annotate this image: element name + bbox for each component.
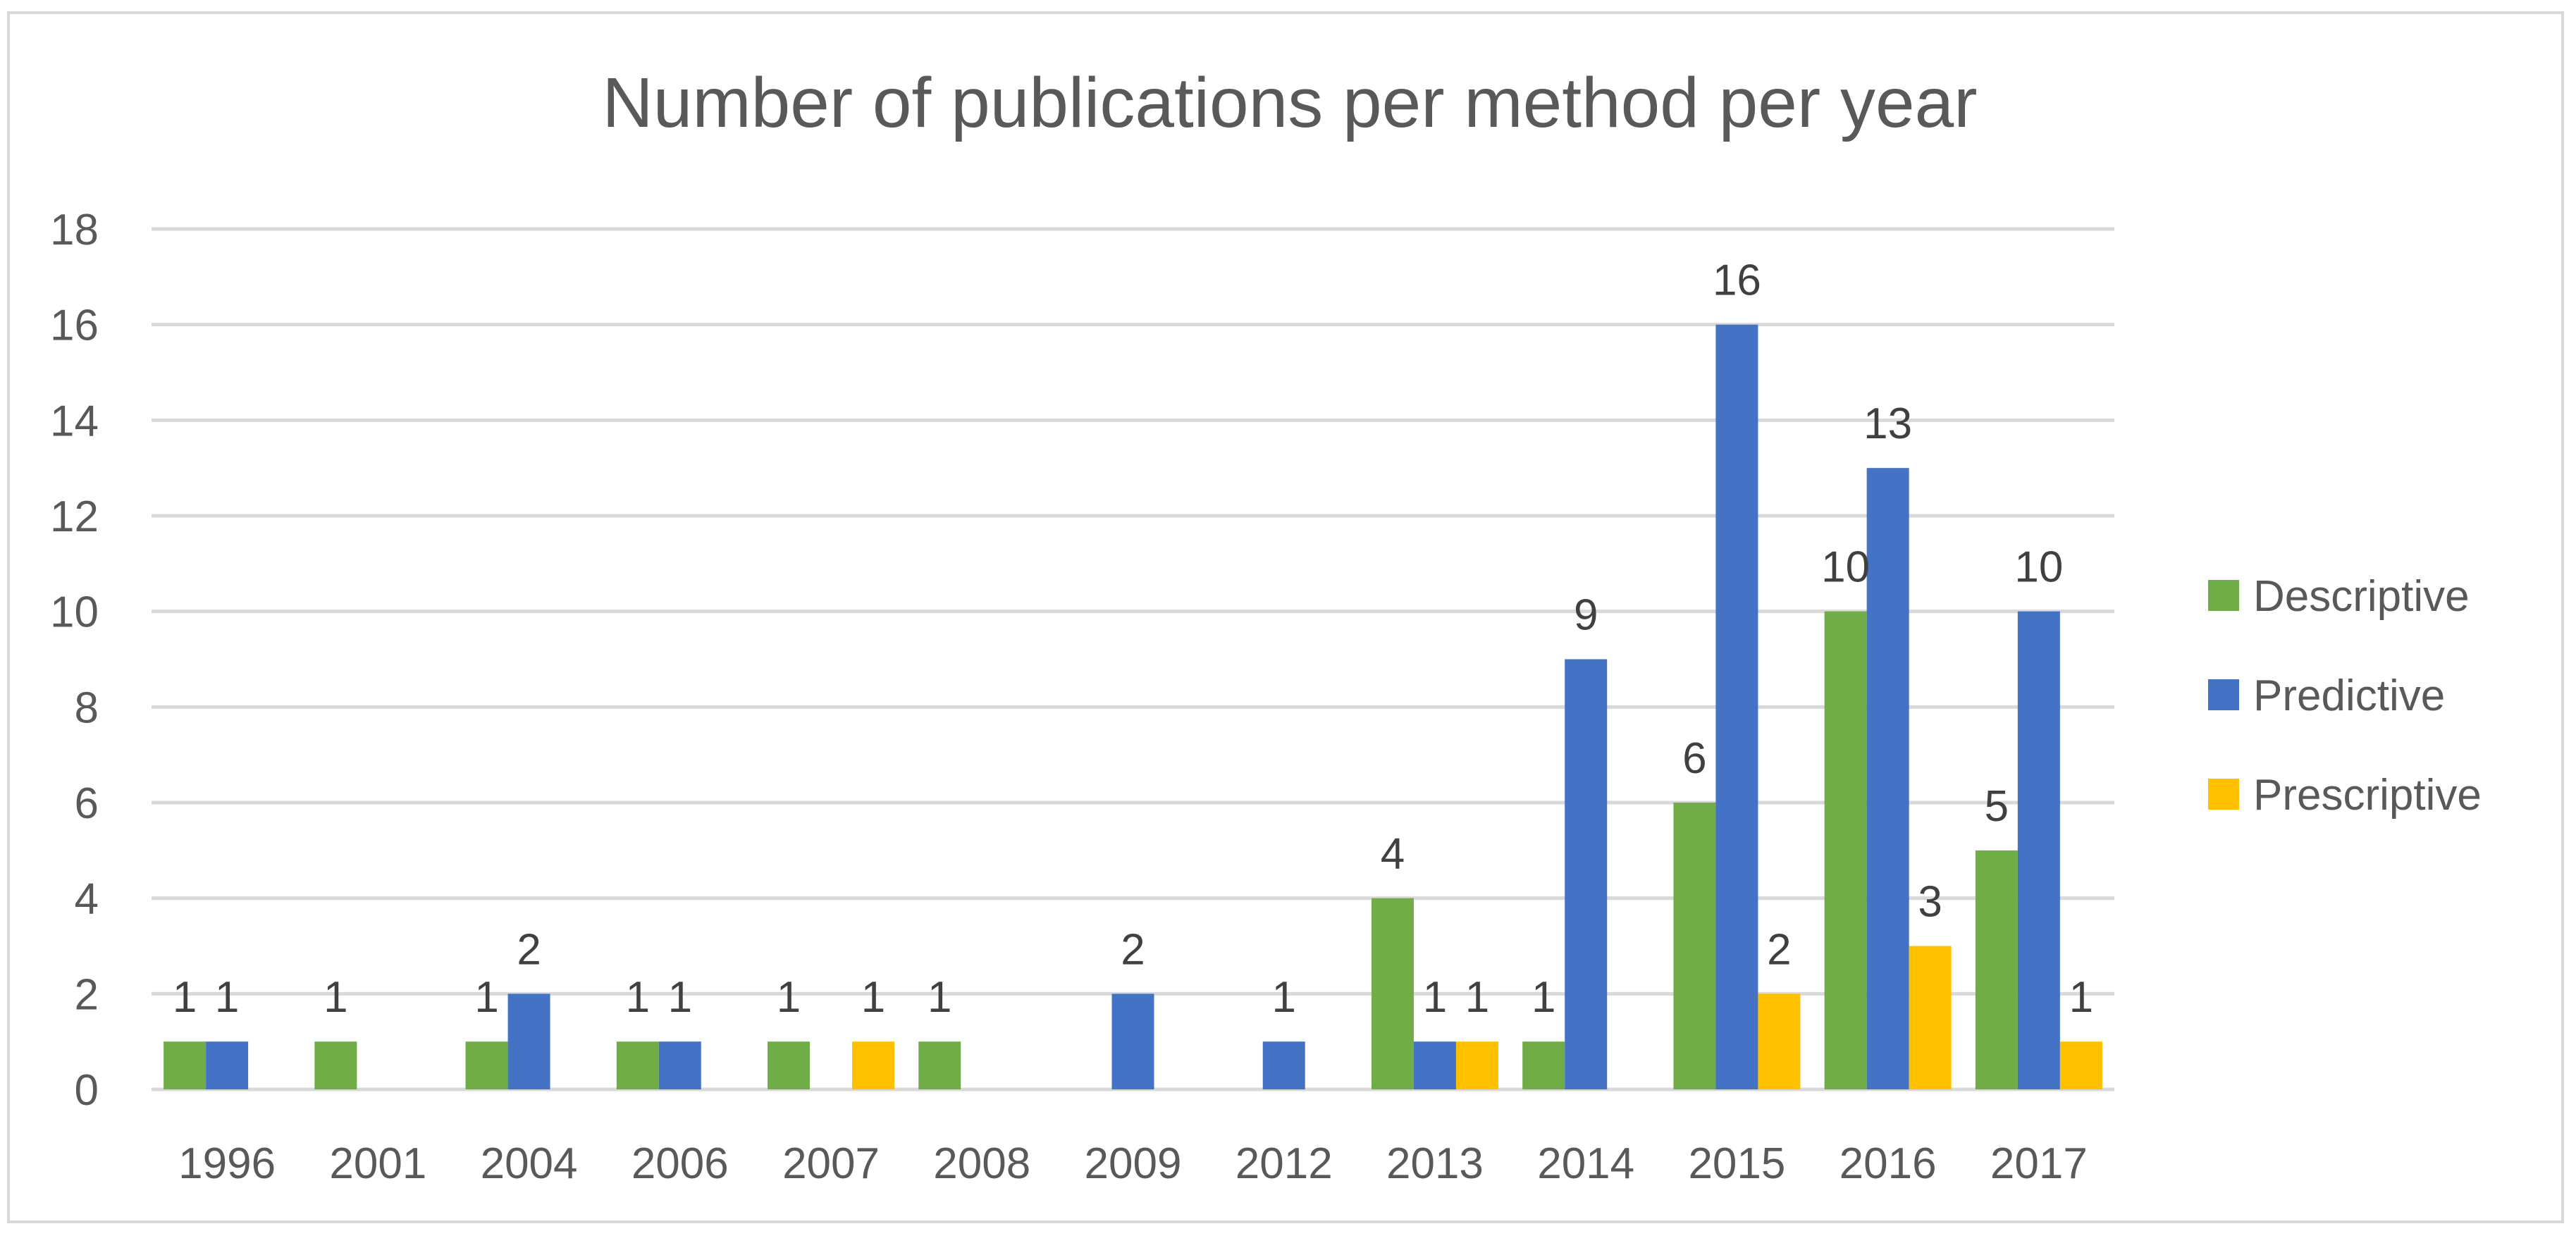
- x-tick-label: 2009: [1085, 1139, 1182, 1188]
- bar-predictive-2009: [1111, 994, 1154, 1089]
- y-tick-label: 10: [50, 588, 99, 637]
- y-tick-label: 12: [50, 493, 99, 541]
- x-tick-label: 2013: [1386, 1139, 1484, 1188]
- y-tick-label: 14: [50, 397, 99, 445]
- bar-descriptive-1996: [164, 1041, 207, 1089]
- y-axis-ticks: 0 2 4 6 8 10 12 14 16 18: [50, 206, 99, 1115]
- chart-frame: [7, 11, 2564, 1223]
- data-label: 1: [668, 973, 692, 1022]
- data-label: 3: [1918, 878, 1942, 927]
- data-label: 5: [1985, 782, 2009, 831]
- data-label: 1: [173, 973, 197, 1022]
- y-tick-label: 4: [75, 875, 99, 924]
- bar-prescriptive-2007: [852, 1041, 895, 1089]
- data-label: 13: [1863, 400, 1912, 448]
- legend-swatch-prescriptive: [2208, 779, 2239, 810]
- data-label: 1: [474, 973, 498, 1022]
- x-tick-label: 2001: [329, 1139, 426, 1188]
- chart-title: Number of publications per method per ye…: [602, 63, 1977, 142]
- bar-descriptive-2015: [1673, 803, 1716, 1089]
- bar-predictive-2015: [1715, 324, 1758, 1090]
- bar-descriptive-2016: [1824, 611, 1867, 1089]
- data-label: 2: [1121, 925, 1145, 974]
- data-label: 2: [517, 925, 541, 974]
- bar-descriptive-2007: [768, 1041, 811, 1089]
- bar-predictive-2016: [1866, 468, 1909, 1089]
- bar-descriptive-2006: [616, 1041, 659, 1089]
- legend: Descriptive Predictive Prescriptive: [2208, 572, 2482, 820]
- y-tick-label: 16: [50, 302, 99, 350]
- legend-label-predictive: Predictive: [2253, 672, 2445, 720]
- x-tick-label: 1996: [178, 1139, 276, 1188]
- bar-descriptive-2001: [314, 1041, 357, 1089]
- bar-descriptive-2013: [1371, 898, 1414, 1089]
- bar-predictive-2017: [2017, 611, 2060, 1089]
- bar-descriptive-2014: [1522, 1041, 1565, 1089]
- y-tick-label: 18: [50, 206, 99, 254]
- bar-prescriptive-2015: [1758, 994, 1801, 1089]
- bar-predictive-1996: [206, 1041, 249, 1089]
- bar-predictive-2004: [507, 994, 550, 1089]
- bar-predictive-2013: [1413, 1041, 1456, 1089]
- x-tick-label: 2016: [1839, 1139, 1937, 1188]
- x-tick-label: 2004: [481, 1139, 578, 1188]
- legend-swatch-descriptive: [2208, 580, 2239, 611]
- x-tick-label: 2007: [782, 1139, 880, 1188]
- x-tick-label: 2006: [631, 1139, 729, 1188]
- data-label: 4: [1381, 830, 1405, 879]
- x-tick-label: 2008: [933, 1139, 1030, 1188]
- data-label: 2: [1767, 925, 1791, 974]
- y-tick-label: 8: [75, 684, 99, 732]
- data-label: 9: [1574, 591, 1598, 640]
- data-label: 6: [1682, 734, 1706, 783]
- legend-label-descriptive: Descriptive: [2253, 572, 2470, 621]
- data-label: 1: [1271, 973, 1295, 1022]
- y-tick-label: 0: [75, 1066, 99, 1115]
- data-label: 1: [1532, 973, 1555, 1022]
- data-label: 1: [215, 973, 239, 1022]
- x-axis-ticks: 1996 2001 2004 2006 2007 2008 2009 2012 2013 2014…: [178, 1139, 2088, 1188]
- data-label: 1: [861, 973, 885, 1022]
- data-label: 16: [1713, 256, 1761, 305]
- bar-descriptive-2004: [465, 1041, 508, 1089]
- x-tick-label: 2017: [1990, 1139, 2088, 1188]
- legend-swatch-predictive: [2208, 679, 2239, 710]
- y-tick-label: 2: [75, 970, 99, 1019]
- bar-predictive-2006: [658, 1041, 701, 1089]
- bar-prescriptive-2017: [2059, 1041, 2102, 1089]
- data-label: 10: [1821, 543, 1870, 592]
- x-tick-label: 2012: [1235, 1139, 1333, 1188]
- legend-label-prescriptive: Prescriptive: [2253, 771, 2482, 820]
- x-tick-label: 2014: [1537, 1139, 1634, 1188]
- y-tick-label: 6: [75, 779, 99, 828]
- bar-predictive-2014: [1565, 659, 1608, 1089]
- bar-descriptive-2017: [1975, 850, 2018, 1089]
- bar-prescriptive-2013: [1455, 1041, 1498, 1089]
- data-label: 1: [323, 973, 347, 1022]
- bar-descriptive-2008: [918, 1041, 961, 1089]
- data-label: 1: [1465, 973, 1489, 1022]
- data-label: 10: [2014, 543, 2063, 592]
- data-label: 1: [2069, 973, 2093, 1022]
- bar-prescriptive-2016: [1909, 946, 1952, 1089]
- bars: [164, 324, 2102, 1090]
- data-label: 1: [626, 973, 650, 1022]
- bar-predictive-2012: [1262, 1041, 1305, 1089]
- data-label: 1: [1423, 973, 1447, 1022]
- data-label: 1: [928, 973, 951, 1022]
- data-label: 1: [777, 973, 801, 1022]
- x-tick-label: 2015: [1688, 1139, 1785, 1188]
